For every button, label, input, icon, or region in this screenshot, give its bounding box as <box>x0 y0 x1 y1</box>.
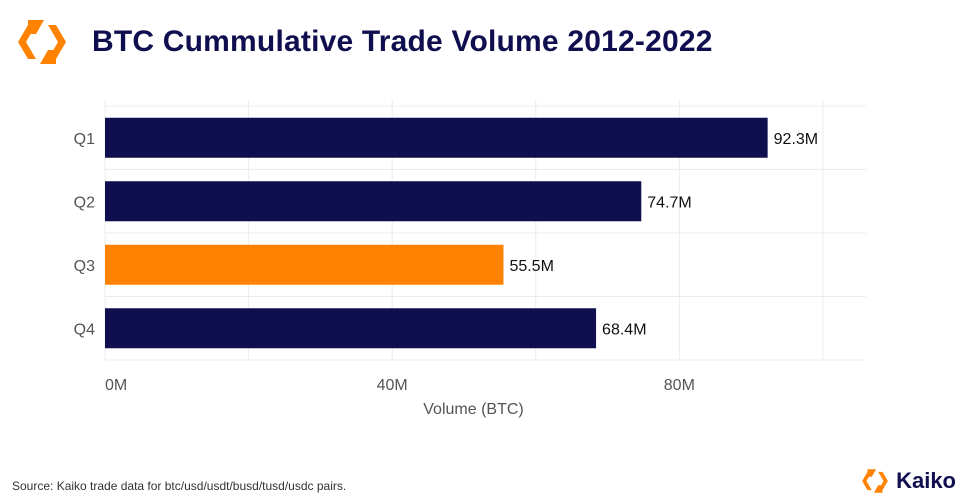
bar-value-label: 74.7M <box>647 194 691 211</box>
kaiko-logo-icon <box>18 20 66 64</box>
bar-q4 <box>105 308 597 349</box>
source-note: Source: Kaiko trade data for btc/usd/usd… <box>12 479 347 493</box>
x-axis-title: Volume (BTC) <box>423 401 523 418</box>
x-tick-label: 40M <box>377 377 408 394</box>
bar-value-label: 92.3M <box>774 131 818 148</box>
x-tick-label: 80M <box>664 377 695 394</box>
bar-q3 <box>105 244 504 285</box>
chart-title: BTC Cummulative Trade Volume 2012-2022 <box>92 25 713 58</box>
bar-value-label: 68.4M <box>602 321 646 338</box>
bar-value-label: 55.5M <box>509 258 553 275</box>
chart-header: BTC Cummulative Trade Volume 2012-2022 <box>14 10 713 74</box>
brand-name: Kaiko <box>896 468 956 493</box>
y-tick-label: Q3 <box>74 258 95 275</box>
brand-footer: Kaiko <box>860 466 956 496</box>
bar-q2 <box>105 181 642 222</box>
y-tick-label: Q4 <box>74 321 95 338</box>
y-tick-label: Q2 <box>74 194 95 211</box>
y-tick-label: Q1 <box>74 131 95 148</box>
kaiko-logo-icon <box>862 469 888 493</box>
bar-q1 <box>105 117 768 158</box>
x-tick-label: 0M <box>105 377 127 394</box>
